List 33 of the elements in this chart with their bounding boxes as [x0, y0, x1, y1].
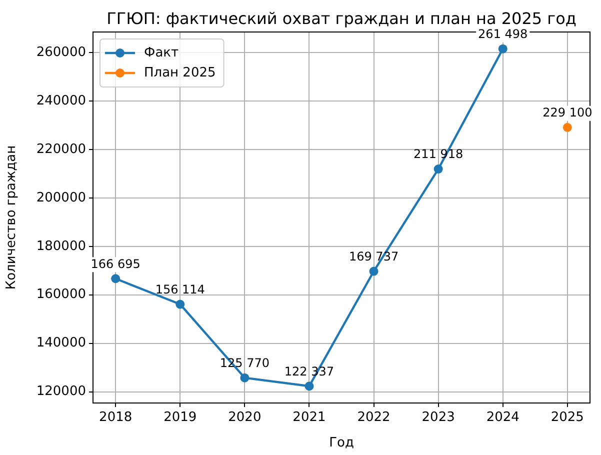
x-tick-label: 2019 — [164, 410, 197, 426]
point — [434, 164, 443, 174]
chart-title: ГГЮП: фактический охват граждан и план на 2025 год — [106, 9, 576, 28]
y-tick-label: 220000 — [36, 142, 86, 157]
legend-label: Факт — [144, 45, 180, 60]
x-tick-label: 2018 — [99, 410, 132, 426]
point — [111, 274, 120, 284]
y-tick-label: 140000 — [36, 336, 86, 351]
x-axis-title: Год — [329, 436, 354, 451]
point — [176, 300, 185, 309]
x-tick-label: 2023 — [422, 410, 455, 426]
y-axis-title: Количество граждан — [4, 145, 20, 290]
y-tick-label: 200000 — [36, 190, 86, 206]
data-label: 261 498 — [478, 26, 528, 41]
data-label: 156 114 — [155, 282, 205, 296]
x-tick-label: 2022 — [357, 410, 390, 426]
y-tick-label: 120000 — [36, 384, 86, 400]
point — [498, 44, 508, 54]
point — [369, 266, 378, 276]
data-label: 229 100 — [542, 106, 592, 120]
y-tick-label: 180000 — [36, 238, 86, 254]
point — [562, 122, 572, 132]
point — [240, 373, 250, 382]
x-tick-label: 2020 — [228, 410, 262, 426]
y-tick-label: 160000 — [36, 287, 86, 302]
y-tick-label: 260000 — [36, 44, 86, 60]
legend-label: План 2025 — [144, 65, 216, 80]
x-tick-label: 2021 — [292, 410, 326, 426]
point — [304, 382, 314, 391]
y-tick-label: 240000 — [36, 93, 86, 108]
x-tick-label: 2024 — [486, 410, 520, 426]
x-tick-label: 2025 — [550, 410, 584, 426]
data-label: 166 695 — [90, 256, 140, 271]
